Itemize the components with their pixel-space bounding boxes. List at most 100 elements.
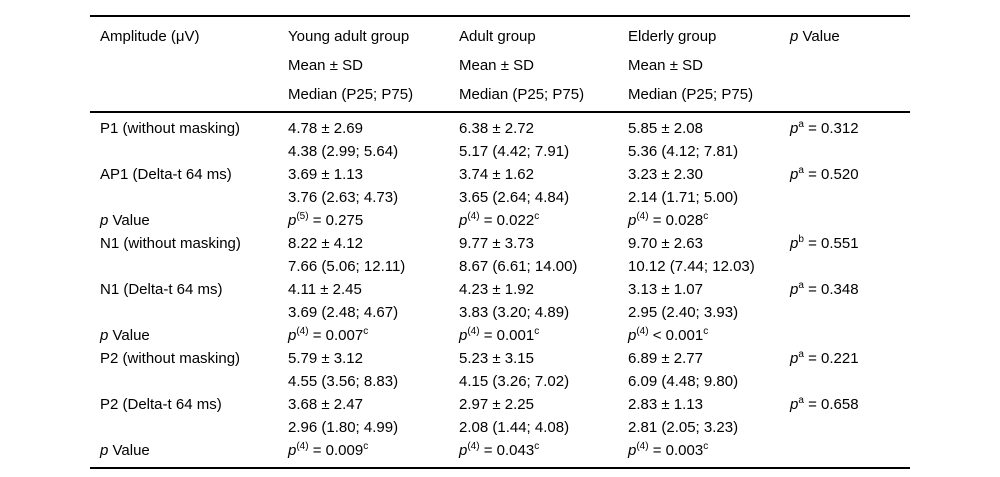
p-value: pa = 0.658	[790, 395, 859, 414]
p-value-cell: pa = 0.348	[790, 278, 910, 324]
value-cell: 5.79 ± 3.12 4.55 (3.56; 8.83)	[288, 347, 459, 393]
value-cell: 8.22 ± 4.12 7.66 (5.06; 12.11)	[288, 232, 459, 278]
cell-line: p(4) = 0.007c	[288, 326, 369, 345]
cell-line: 3.23 ± 2.30	[628, 166, 703, 183]
value-cell: 9.77 ± 3.73 8.67 (6.61; 14.00)	[459, 232, 628, 278]
p-value-cell	[790, 209, 910, 232]
value-cell: 4.23 ± 1.92 3.83 (3.20; 4.89)	[459, 278, 628, 324]
cell-line: 6.38 ± 2.72	[459, 120, 534, 137]
cell-line: 3.83 (3.20; 4.89)	[459, 304, 570, 321]
p-value	[790, 324, 910, 347]
p-value	[790, 439, 910, 462]
p-value: pa = 0.312	[790, 119, 859, 138]
cell-line: 8.22 ± 4.12	[288, 235, 363, 252]
cell-line: 10.12 (7.44; 12.03)	[628, 258, 755, 275]
cell-line: p(4) = 0.003c	[628, 441, 709, 460]
p-value-cell	[790, 324, 910, 347]
value-cell: 4.11 ± 2.45 3.69 (2.48; 4.67)	[288, 278, 459, 324]
p-value-cell	[790, 439, 910, 468]
value-cell: p(4) = 0.007c	[288, 324, 459, 347]
p-value-cell: pa = 0.312	[790, 112, 910, 163]
row-label: p Value	[100, 442, 150, 459]
row-label-cell: P2 (Delta-t 64 ms)	[90, 393, 288, 439]
table-row: P1 (without masking) 4.78 ± 2.69 4.38 (2.9…	[90, 112, 910, 163]
value-cell: 9.70 ± 2.63 10.12 (7.44; 12.03)	[628, 232, 790, 278]
cell-line: p(4) = 0.028c	[628, 211, 709, 230]
cell-line: 3.65 (2.64; 4.84)	[459, 189, 570, 206]
cell-line: 4.78 ± 2.69	[288, 120, 363, 137]
header-mean-sd-label: Mean ± SD	[459, 57, 534, 74]
p-value-cell: pa = 0.221	[790, 347, 910, 393]
header-amplitude-cell: Amplitude (μV)	[90, 16, 288, 112]
amplitude-statistics-table: Amplitude (μV) Young adult group Mean ± …	[90, 15, 910, 469]
cell-line: 4.15 (3.26; 7.02)	[459, 373, 570, 390]
table-row: N1 (without masking) 8.22 ± 4.12 7.66 (5.0…	[90, 232, 910, 278]
cell-line: p(4) = 0.001c	[459, 326, 540, 345]
cell-line: 6.09 (4.48; 9.80)	[628, 373, 739, 390]
row-label: P2 (without masking)	[100, 350, 241, 367]
table-row: P2 (without masking) 5.79 ± 3.12 4.55 (3.5…	[90, 347, 910, 393]
cell-line: 8.67 (6.61; 14.00)	[459, 258, 578, 275]
cell-line: 2.83 ± 1.13	[628, 396, 703, 413]
cell-line: 5.36 (4.12; 7.81)	[628, 143, 739, 160]
value-cell: 2.83 ± 1.13 2.81 (2.05; 3.23)	[628, 393, 790, 439]
table-row: p Value p(4) = 0.007c p(4) = 0.001c p(4) < …	[90, 324, 910, 347]
cell-line: p(4) = 0.022c	[459, 211, 540, 230]
row-label-cell: P2 (without masking)	[90, 347, 288, 393]
cell-line: 2.81 (2.05; 3.23)	[628, 419, 739, 436]
cell-line: 5.23 ± 3.15	[459, 350, 534, 367]
row-label-cell: N1 (without masking)	[90, 232, 288, 278]
row-label: AP1 (Delta-t 64 ms)	[100, 166, 232, 183]
cell-line: p(4) < 0.001c	[628, 326, 709, 345]
value-cell: p(4) < 0.001c	[628, 324, 790, 347]
p-value: pa = 0.348	[790, 280, 859, 299]
value-cell: 3.68 ± 2.47 2.96 (1.80; 4.99)	[288, 393, 459, 439]
value-cell: p(4) = 0.003c	[628, 439, 790, 468]
value-cell: p(4) = 0.043c	[459, 439, 628, 468]
cell-line: p(4) = 0.043c	[459, 441, 540, 460]
table-row: AP1 (Delta-t 64 ms) 3.69 ± 1.13 3.76 (2.63…	[90, 163, 910, 209]
p-value-cell: pa = 0.658	[790, 393, 910, 439]
cell-line: 3.13 ± 1.07	[628, 281, 703, 298]
table-body: P1 (without masking) 4.78 ± 2.69 4.38 (2.9…	[90, 112, 910, 468]
p-value: pa = 0.221	[790, 349, 859, 368]
header-group-name: Elderly group	[628, 28, 717, 45]
row-label-cell: N1 (Delta-t 64 ms)	[90, 278, 288, 324]
cell-line: 3.76 (2.63; 4.73)	[288, 189, 399, 206]
row-label-cell: p Value	[90, 439, 288, 468]
cell-line: 3.69 ± 1.13	[288, 166, 363, 183]
p-value: pa = 0.520	[790, 165, 859, 184]
cell-line: 5.79 ± 3.12	[288, 350, 363, 367]
cell-line: 4.55 (3.56; 8.83)	[288, 373, 399, 390]
cell-line: 2.08 (1.44; 4.08)	[459, 419, 570, 436]
header-median-label: Median (P25; P75)	[628, 86, 754, 103]
header-adult-group-cell: Adult group Mean ± SD Median (P25; P75)	[459, 16, 628, 112]
row-label: P2 (Delta-t 64 ms)	[100, 396, 222, 413]
header-median-label: Median (P25; P75)	[288, 86, 414, 103]
p-value	[790, 209, 910, 232]
value-cell: 6.89 ± 2.77 6.09 (4.48; 9.80)	[628, 347, 790, 393]
row-label: N1 (without masking)	[100, 235, 241, 252]
value-cell: 3.69 ± 1.13 3.76 (2.63; 4.73)	[288, 163, 459, 209]
header-p-value-cell: p Value	[790, 16, 910, 112]
header-mean-sd-label: Mean ± SD	[288, 57, 363, 74]
row-label-cell: P1 (without masking)	[90, 112, 288, 163]
row-label-cell: p Value	[90, 324, 288, 347]
cell-line: 2.95 (2.40; 3.93)	[628, 304, 739, 321]
cell-line: 3.74 ± 1.62	[459, 166, 534, 183]
value-cell: p(5) = 0.275	[288, 209, 459, 232]
cell-line: 4.11 ± 2.45	[288, 281, 362, 298]
cell-line: 9.70 ± 2.63	[628, 235, 703, 252]
cell-line: p(5) = 0.275	[288, 211, 364, 230]
header-young-adult-group-cell: Young adult group Mean ± SD Median (P25;…	[288, 16, 459, 112]
header-elderly-group-cell: Elderly group Mean ± SD Median (P25; P75…	[628, 16, 790, 112]
header-row: Amplitude (μV) Young adult group Mean ± …	[90, 16, 910, 112]
p-value: pb = 0.551	[790, 234, 859, 253]
row-label-cell: p Value	[90, 209, 288, 232]
cell-line: 7.66 (5.06; 12.11)	[288, 258, 406, 275]
cell-line: 6.89 ± 2.77	[628, 350, 703, 367]
value-cell: p(4) = 0.022c	[459, 209, 628, 232]
cell-line: 4.38 (2.99; 5.64)	[288, 143, 399, 160]
row-label-cell: AP1 (Delta-t 64 ms)	[90, 163, 288, 209]
